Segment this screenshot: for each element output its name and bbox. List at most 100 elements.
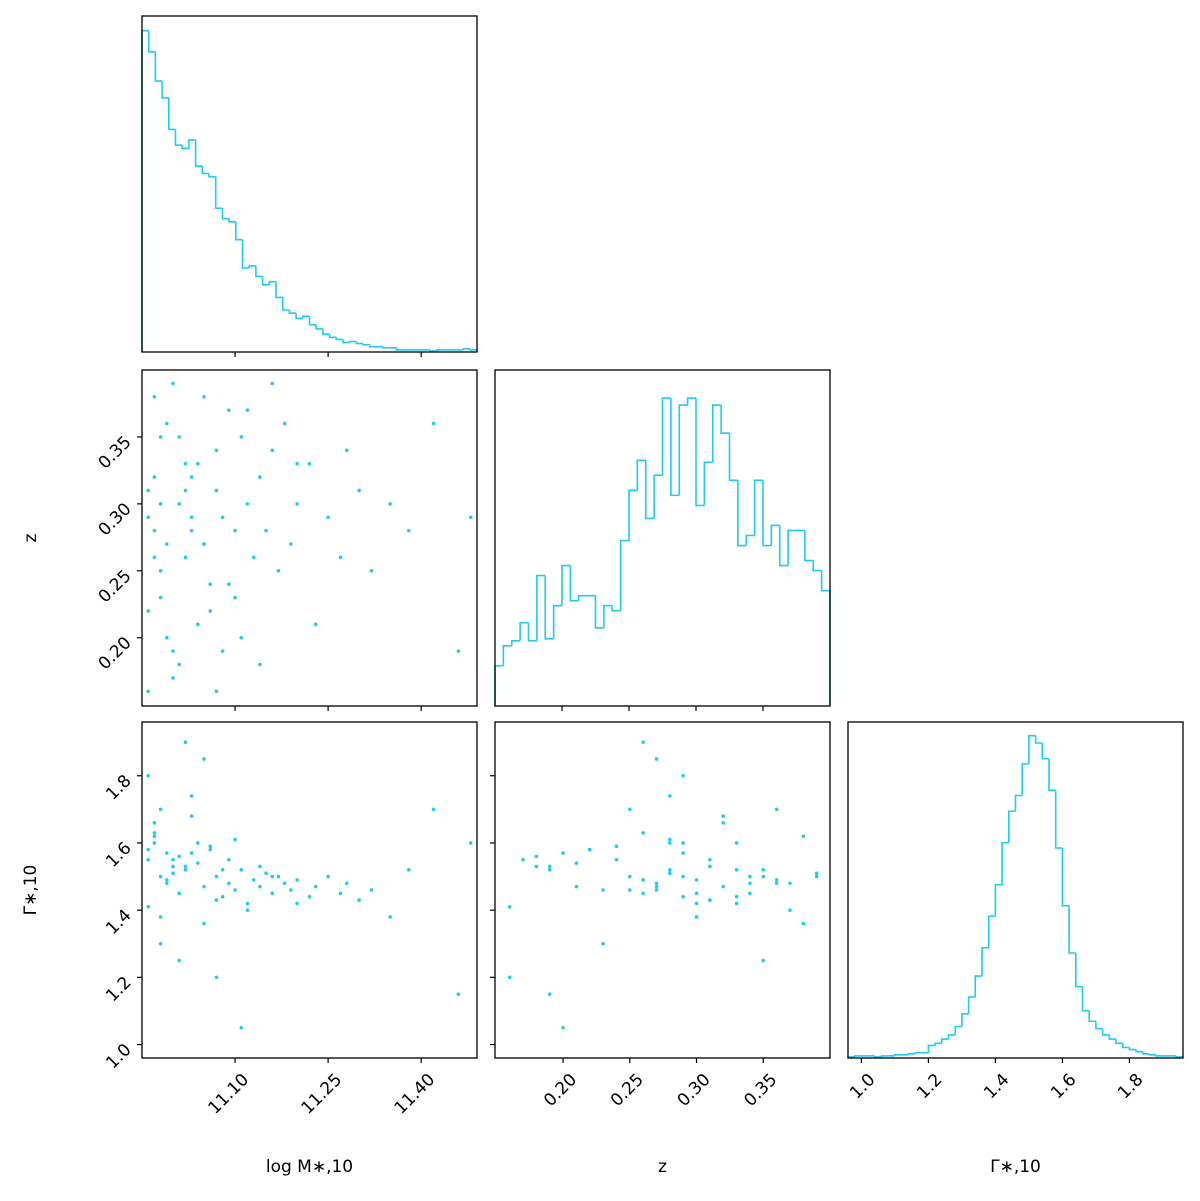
histogram-step: [1148, 1053, 1157, 1056]
scatter-point: [357, 488, 361, 493]
scatter-point: [189, 851, 194, 855]
scatter-point: [388, 915, 392, 919]
histogram-step: [302, 315, 310, 319]
histogram-step: [1001, 841, 1009, 885]
scatter-point: [521, 857, 525, 862]
scatter-point: [214, 488, 219, 493]
histogram-step: [934, 1042, 942, 1046]
histogram-step: [1135, 1049, 1143, 1053]
scatter-point: [165, 881, 169, 886]
histogram-step: [552, 604, 562, 639]
histogram-step: [1121, 1043, 1130, 1049]
scatter-point: [547, 864, 552, 869]
scatter-point: [338, 555, 343, 560]
scatter-point: [171, 649, 175, 653]
scatter-point: [220, 649, 225, 653]
histogram-step: [720, 405, 730, 434]
histogram-step: [248, 265, 256, 268]
scatter-point: [177, 435, 182, 439]
scatter-point: [788, 908, 792, 912]
histogram-step: [161, 81, 169, 99]
scatter-point: [196, 841, 200, 845]
scatter-point: [158, 807, 163, 812]
scatter-point: [189, 528, 194, 533]
scatter-point: [177, 502, 182, 506]
scatter-point: [774, 881, 779, 886]
scatter-point: [202, 394, 206, 399]
scatter-point: [251, 878, 256, 882]
histogram-step: [308, 316, 317, 326]
scatter-point: [165, 851, 169, 855]
histogram-step: [770, 524, 780, 546]
scatter-point: [295, 901, 299, 906]
scatter-point: [152, 831, 157, 835]
scatter-point: [158, 595, 163, 600]
y-tick-label: 1.4: [102, 906, 135, 939]
histogram-step: [315, 324, 323, 330]
scatter-point: [748, 874, 752, 879]
axes-frame: [847, 721, 1184, 1059]
scatter-point: [183, 864, 188, 869]
scatter-point: [774, 878, 779, 882]
scatter-point: [152, 821, 157, 825]
y-tick-label: 0.25: [95, 566, 136, 607]
x-tick-label: 0.20: [540, 1070, 581, 1111]
histogram-step: [147, 30, 156, 53]
histogram-step: [268, 280, 276, 285]
histogram-step: [703, 461, 713, 506]
histogram-step: [281, 297, 290, 311]
scatter-point: [614, 857, 619, 862]
scatter-point: [258, 475, 262, 479]
scatter-point: [668, 837, 672, 842]
scatter-point: [202, 542, 206, 546]
histogram-step: [1108, 1034, 1116, 1040]
histogram-step: [778, 525, 789, 567]
histogram-step: [728, 433, 738, 482]
histogram-step: [1028, 734, 1036, 764]
scatter-point: [456, 992, 461, 996]
scatter-point: [183, 461, 188, 466]
scatter-point: [668, 871, 672, 875]
histogram-step: [228, 218, 236, 223]
scatter-point: [227, 857, 231, 862]
scatter-point: [694, 915, 699, 919]
scatter-point: [276, 568, 281, 573]
scatter-point: [547, 868, 552, 872]
histogram-step: [214, 176, 223, 209]
histogram-step: [1095, 1021, 1103, 1030]
y-tick-label: 1.2: [102, 973, 135, 1006]
histogram-step: [1034, 735, 1043, 744]
scatter-point: [561, 851, 565, 855]
histogram-step: [1142, 1051, 1150, 1055]
scatter-point: [561, 1025, 565, 1030]
x-tick-label: 1.0: [846, 1070, 879, 1103]
scatter-point: [313, 884, 318, 889]
histogram-step: [141, 29, 149, 352]
scatter-point: [289, 542, 293, 546]
scatter-point: [654, 757, 659, 761]
scatter-point: [507, 905, 512, 909]
histogram-step: [1081, 986, 1090, 1012]
histogram-step: [1088, 1010, 1096, 1023]
scatter-point: [721, 821, 726, 825]
histogram-step: [967, 996, 976, 1014]
scatter-point: [574, 861, 579, 865]
histogram-step: [382, 346, 390, 349]
scatter-point: [233, 595, 237, 600]
scatter-point: [601, 941, 605, 946]
scatter-point: [801, 921, 806, 926]
histogram-step: [569, 565, 579, 602]
scatter-point: [171, 381, 175, 386]
scatter-point: [258, 884, 262, 889]
scatter-point: [431, 807, 436, 812]
scatter-point: [146, 905, 151, 909]
histogram-step: [1014, 794, 1023, 812]
scatter-point: [208, 847, 213, 852]
scatter-point: [239, 435, 244, 439]
scatter-point: [641, 878, 645, 882]
x-axis-label: Γ∗,10: [990, 1157, 1041, 1177]
scatter-point: [601, 888, 605, 892]
x-axis-label: log M∗,10: [266, 1157, 353, 1177]
histogram-step: [201, 166, 209, 175]
scatter-point: [158, 435, 163, 439]
